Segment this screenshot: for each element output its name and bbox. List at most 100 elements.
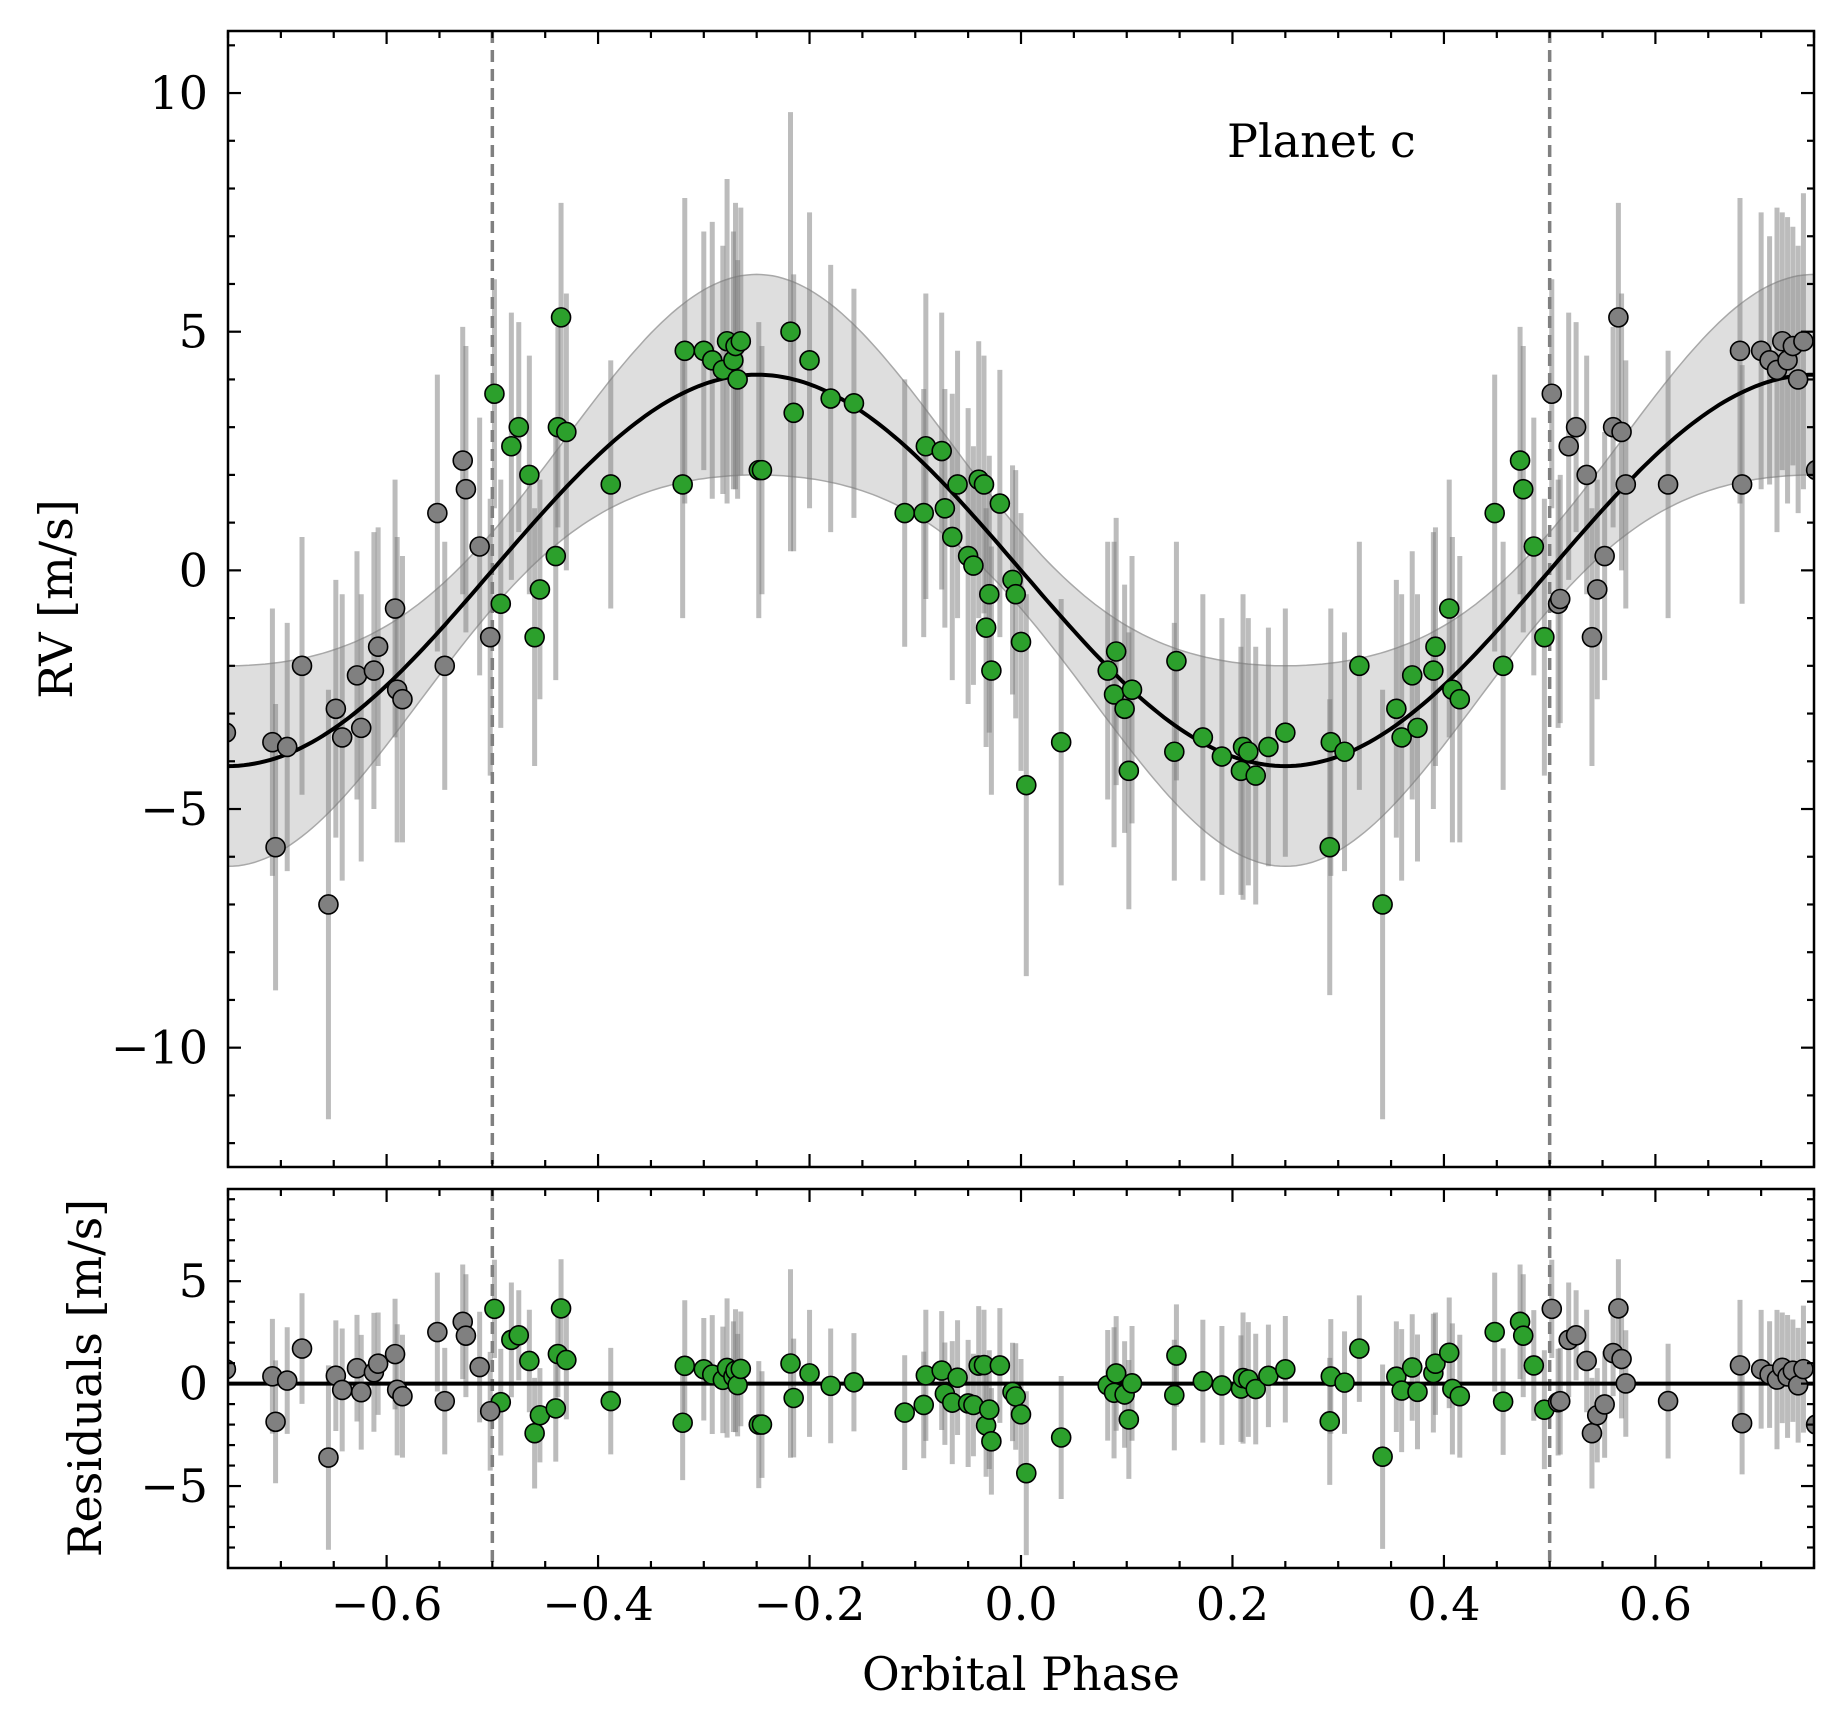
rv-point <box>455 478 477 500</box>
residual-point <box>276 1370 298 1391</box>
residuals-panel: −0.6 −0.4 −0.2 0.0 0.2 0.4 0.6 −5 0 5 Residuals [… <box>58 1187 1816 1701</box>
residual-point <box>508 1325 530 1346</box>
rv-point <box>820 388 841 409</box>
x-tick-label: 0.4 <box>1407 1577 1480 1631</box>
rv-point <box>1192 727 1214 748</box>
y-tick-label: −5 <box>140 782 208 836</box>
rv-point <box>947 474 968 495</box>
rv-point <box>1729 340 1751 362</box>
residual-point <box>1594 1394 1615 1415</box>
residual-point <box>545 1398 567 1419</box>
rv-point <box>600 474 622 495</box>
residual-point <box>1334 1372 1355 1393</box>
rv-point <box>1010 631 1032 653</box>
residual-point <box>384 1343 406 1365</box>
residual-point <box>550 1298 572 1319</box>
residual-point <box>1275 1358 1296 1380</box>
residual-point <box>346 1357 368 1379</box>
x-tick-label: 0.0 <box>984 1577 1057 1631</box>
rv-point <box>519 464 540 486</box>
residuals-axes-frame <box>226 1187 1816 1570</box>
rv-point <box>363 660 385 681</box>
x-tick-label: 0.6 <box>1619 1577 1692 1631</box>
rv-axes-frame <box>226 29 1816 1169</box>
rv-point <box>1121 679 1143 700</box>
rv-point <box>1319 836 1341 858</box>
rv-point <box>941 526 963 548</box>
rv-point <box>1594 545 1615 567</box>
residual-point <box>265 1411 286 1433</box>
rv-point <box>524 626 545 648</box>
residual-point <box>479 1400 501 1422</box>
rv-point <box>1334 741 1355 763</box>
rv-point <box>1484 502 1505 524</box>
rv-point <box>783 402 804 424</box>
residual-point <box>947 1367 968 1388</box>
residual-point <box>1166 1345 1187 1366</box>
rv-point <box>291 655 313 677</box>
residual-point <box>913 1394 935 1416</box>
residual-point <box>1611 1348 1632 1370</box>
residual-point <box>672 1412 693 1434</box>
residual-point <box>1549 1390 1571 1412</box>
residual-point <box>1608 1298 1629 1319</box>
residual-point <box>1118 1409 1140 1430</box>
residual-point <box>1512 1325 1534 1346</box>
rv-point <box>479 626 501 648</box>
residual-point <box>1425 1353 1446 1374</box>
rv-point <box>1258 736 1279 758</box>
residual-point <box>1164 1384 1185 1406</box>
residual-point <box>556 1349 577 1371</box>
rv-point <box>1558 435 1579 457</box>
residual-point <box>1731 1412 1753 1434</box>
rv-point <box>843 393 865 414</box>
rv-point <box>1657 474 1679 495</box>
rv-point <box>1407 717 1428 739</box>
residual-point <box>484 1298 505 1320</box>
rv-point <box>1793 330 1814 352</box>
rv-point <box>1615 474 1637 495</box>
rv-panel: −10 −5 0 5 10 Planet c RV [m/s] <box>29 29 1816 1169</box>
rv-point <box>1509 450 1531 471</box>
rv-point <box>1787 369 1809 390</box>
rv-error-bars <box>228 112 1814 1120</box>
residual-point <box>1576 1350 1597 1372</box>
residual-point <box>1581 1422 1603 1444</box>
rv-points <box>228 307 1814 915</box>
residual-point <box>1005 1386 1027 1407</box>
rv-point <box>1238 741 1259 763</box>
residual-point <box>1449 1385 1471 1407</box>
residual-point <box>981 1431 1002 1452</box>
residual-point <box>1541 1298 1563 1320</box>
residual-point <box>600 1390 622 1412</box>
residual-point <box>1372 1446 1393 1467</box>
rv-point <box>1423 660 1444 681</box>
rv-point <box>1425 636 1446 658</box>
rv-point <box>1391 727 1412 748</box>
rv-point <box>1005 583 1027 605</box>
residual-point <box>1192 1370 1214 1392</box>
rv-point <box>1449 688 1471 710</box>
y-tick-label: −5 <box>140 1459 208 1513</box>
xlabel: Orbital Phase <box>862 1647 1180 1701</box>
rv-point <box>1512 478 1534 500</box>
residual-point <box>894 1402 915 1423</box>
rv-point <box>1275 722 1296 743</box>
rv-point <box>799 350 820 371</box>
residual-point <box>799 1363 820 1384</box>
residual-point <box>1615 1373 1637 1394</box>
residual-point <box>1010 1404 1032 1425</box>
rv-ticks: −10 −5 0 5 10 <box>111 31 1816 1167</box>
residual-point <box>1211 1375 1233 1396</box>
rv-point <box>1166 650 1187 672</box>
rv-point <box>331 727 353 748</box>
rv-point <box>963 555 984 576</box>
rv-point <box>934 498 956 519</box>
residual-point <box>1407 1381 1428 1403</box>
rv-point <box>228 722 237 743</box>
residual-point <box>228 1359 237 1380</box>
y-tick-label: 5 <box>179 305 208 359</box>
rv-point <box>1372 894 1393 915</box>
residual-point <box>751 1414 773 1435</box>
